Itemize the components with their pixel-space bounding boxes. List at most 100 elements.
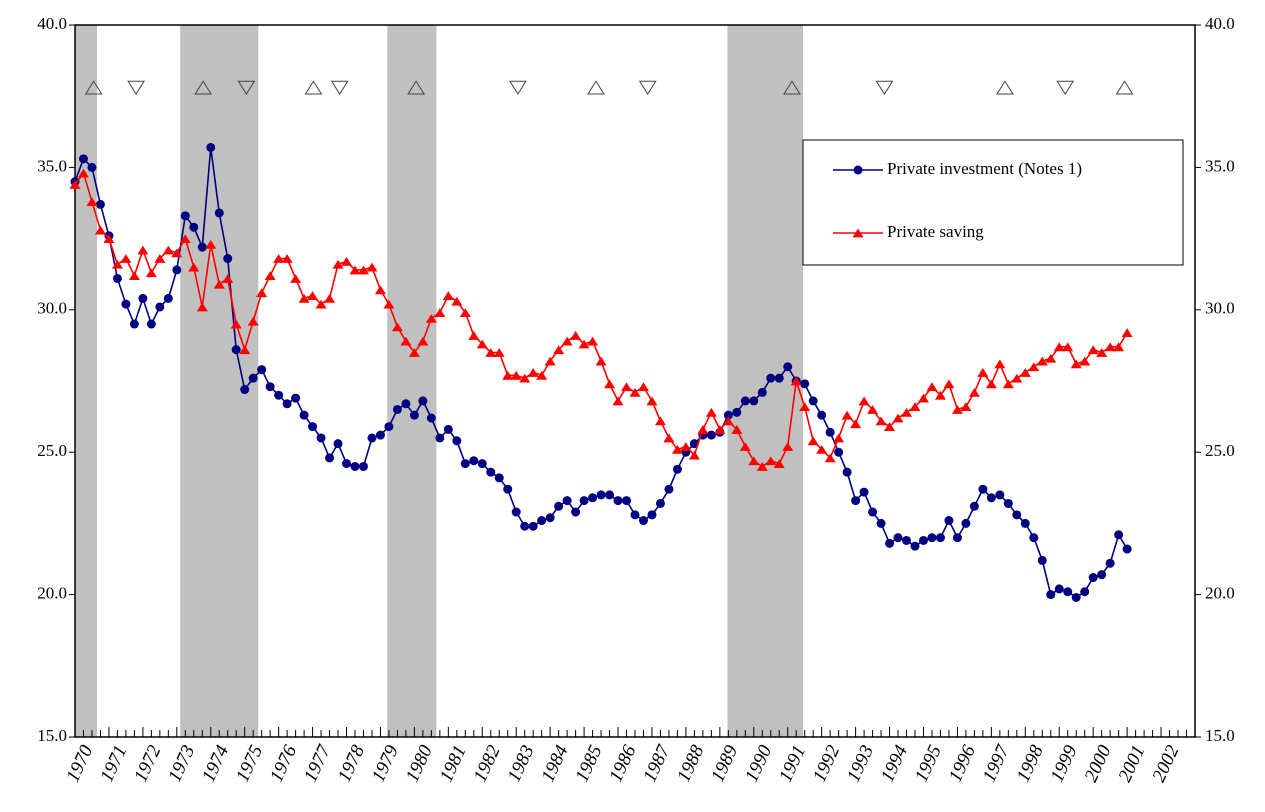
point xyxy=(774,373,784,383)
point xyxy=(324,294,336,303)
point xyxy=(706,430,716,440)
point xyxy=(612,396,624,406)
point xyxy=(697,425,709,434)
point xyxy=(544,356,556,366)
point xyxy=(366,262,378,272)
point xyxy=(1104,342,1116,352)
point xyxy=(1114,530,1124,540)
point xyxy=(460,459,470,469)
point xyxy=(511,507,521,517)
point xyxy=(951,405,963,414)
point xyxy=(1071,592,1081,602)
point xyxy=(545,513,555,523)
point xyxy=(435,433,445,443)
point xyxy=(213,279,225,289)
point xyxy=(408,348,420,357)
point xyxy=(985,379,997,389)
point xyxy=(391,322,403,332)
point xyxy=(493,348,505,357)
point xyxy=(783,362,793,372)
point xyxy=(578,339,590,349)
point xyxy=(859,487,869,497)
turning-point-up xyxy=(996,80,1014,95)
point xyxy=(1063,587,1073,597)
point xyxy=(630,510,640,520)
point xyxy=(1028,362,1040,372)
point xyxy=(374,285,386,295)
point xyxy=(333,439,343,449)
point xyxy=(342,459,352,469)
point xyxy=(714,425,726,434)
point xyxy=(842,467,852,477)
point xyxy=(680,442,692,451)
y2-tick-label: 35.0 xyxy=(1205,156,1235,175)
recession-shade xyxy=(180,25,259,737)
point xyxy=(732,407,742,417)
y2-tick-label: 15.0 xyxy=(1205,726,1235,745)
point xyxy=(146,319,156,329)
point xyxy=(816,444,828,454)
point xyxy=(851,496,861,506)
point xyxy=(121,299,131,309)
turning-point-down xyxy=(509,80,527,95)
point xyxy=(655,498,665,508)
point xyxy=(943,379,955,389)
point xyxy=(605,490,615,500)
recession-shade xyxy=(727,25,803,737)
point xyxy=(519,373,531,383)
legend-label: Private saving xyxy=(887,222,984,241)
point xyxy=(671,444,683,454)
point xyxy=(154,254,166,263)
point xyxy=(188,262,200,272)
point xyxy=(824,453,836,463)
point xyxy=(281,254,293,263)
point xyxy=(621,382,633,392)
point xyxy=(722,416,734,426)
point xyxy=(1046,590,1056,600)
point xyxy=(197,242,207,252)
point xyxy=(112,273,122,283)
point xyxy=(468,331,480,340)
legend-label: Private investment (Notes 1) xyxy=(887,159,1082,178)
point xyxy=(613,496,623,506)
point xyxy=(672,464,682,474)
point xyxy=(561,336,573,346)
point xyxy=(766,373,776,383)
point xyxy=(205,239,217,249)
point xyxy=(782,442,794,451)
point xyxy=(230,319,242,329)
point xyxy=(934,390,946,400)
point xyxy=(1088,573,1098,583)
point xyxy=(137,245,149,255)
point xyxy=(664,484,674,494)
point xyxy=(239,345,251,355)
point xyxy=(1053,342,1065,352)
point xyxy=(452,436,462,446)
point xyxy=(960,402,972,412)
point xyxy=(358,461,368,471)
point xyxy=(257,365,267,375)
point xyxy=(138,293,148,303)
point xyxy=(986,493,996,503)
point xyxy=(1070,359,1082,369)
turning-point-down xyxy=(237,80,256,95)
point xyxy=(162,245,174,255)
point xyxy=(256,288,268,298)
point xyxy=(570,331,582,340)
point xyxy=(206,142,216,152)
point xyxy=(231,345,241,355)
turning-point-up xyxy=(304,80,323,95)
point xyxy=(910,541,920,551)
point xyxy=(740,396,750,406)
point xyxy=(731,425,743,434)
point xyxy=(1122,544,1132,554)
point xyxy=(1097,570,1107,580)
point xyxy=(503,484,513,494)
point xyxy=(968,387,980,397)
point xyxy=(103,234,115,243)
point xyxy=(494,473,504,483)
point xyxy=(868,507,878,517)
y-tick-label: 35.0 xyxy=(37,156,67,175)
y-tick-label: 25.0 xyxy=(37,441,67,460)
point xyxy=(629,387,641,397)
